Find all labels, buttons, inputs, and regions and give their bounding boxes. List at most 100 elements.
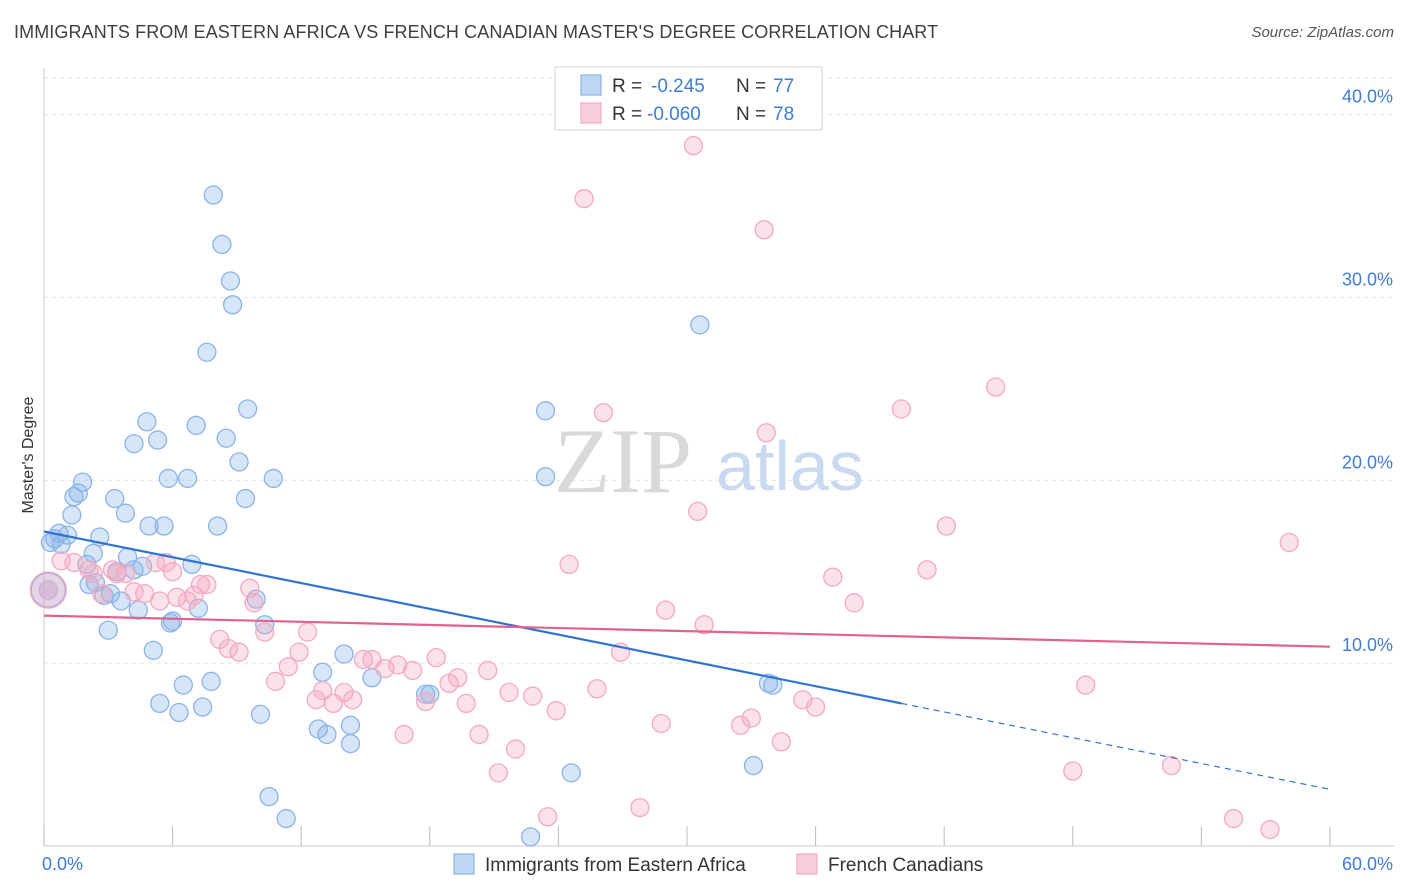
point-eastern-africa bbox=[68, 483, 88, 503]
x-tick-label: 0.0% bbox=[42, 854, 83, 874]
point-french-canadians bbox=[478, 660, 498, 681]
bottom-legend-label-eastern-africa: Immigrants from Eastern Africa bbox=[485, 855, 746, 876]
y-tick-label: 20.0% bbox=[1342, 452, 1393, 472]
point-eastern-africa bbox=[312, 662, 333, 682]
point-eastern-africa bbox=[535, 466, 556, 487]
point-eastern-africa bbox=[173, 675, 193, 695]
point-eastern-africa bbox=[62, 505, 82, 525]
point-eastern-africa bbox=[83, 543, 103, 564]
legend-n-label-2: N = bbox=[736, 104, 766, 125]
point-eastern-africa bbox=[334, 644, 354, 664]
trend-line-eastern-africa bbox=[43, 530, 902, 705]
chart-title: IMMIGRANTS FROM EASTERN AFRICA VS FRENCH… bbox=[14, 22, 939, 42]
legend-n-value-2: 78 bbox=[773, 104, 794, 125]
point-french-canadians bbox=[229, 642, 249, 662]
legend-r-label-2: R = bbox=[612, 104, 642, 125]
point-eastern-africa bbox=[177, 468, 198, 489]
point-eastern-africa bbox=[415, 684, 436, 704]
point-eastern-africa bbox=[105, 488, 125, 509]
point-french-canadians bbox=[985, 377, 1006, 397]
point-french-canadians bbox=[587, 679, 607, 699]
point-eastern-africa bbox=[259, 786, 279, 807]
point-french-canadians bbox=[469, 724, 489, 745]
y-tick-label: 40.0% bbox=[1342, 87, 1393, 107]
point-french-canadians bbox=[651, 713, 671, 734]
point-french-canadians bbox=[505, 739, 526, 759]
point-eastern-africa bbox=[115, 503, 136, 523]
point-eastern-africa bbox=[128, 600, 148, 620]
watermark: ZIP atlas bbox=[554, 410, 864, 512]
point-french-canadians-large bbox=[29, 571, 67, 609]
point-eastern-africa bbox=[317, 724, 337, 745]
point-french-canadians bbox=[1076, 675, 1096, 695]
watermark-atlas: atlas bbox=[716, 427, 864, 505]
point-eastern-africa bbox=[186, 415, 206, 436]
point-eastern-africa bbox=[216, 428, 236, 448]
point-french-canadians bbox=[771, 732, 791, 752]
point-eastern-africa bbox=[237, 399, 258, 419]
point-eastern-africa bbox=[143, 640, 163, 660]
point-french-canadians bbox=[499, 682, 519, 703]
point-french-canadians bbox=[917, 560, 937, 580]
bottom-legend-label-french-canadians: French Canadians bbox=[828, 855, 983, 876]
legend-swatch-eastern-africa bbox=[580, 74, 602, 96]
point-eastern-africa bbox=[220, 271, 241, 291]
point-french-canadians bbox=[448, 668, 468, 688]
point-eastern-africa bbox=[690, 315, 710, 335]
point-french-canadians bbox=[289, 642, 309, 662]
point-eastern-africa bbox=[222, 295, 243, 315]
point-eastern-africa bbox=[229, 452, 249, 472]
legend-r-label-1: R = bbox=[612, 76, 642, 97]
legend-r-value-1: -0.245 bbox=[651, 76, 705, 97]
point-eastern-africa bbox=[207, 516, 228, 536]
point-french-canadians bbox=[546, 701, 566, 721]
point-french-canadians bbox=[167, 587, 187, 607]
point-eastern-africa bbox=[182, 554, 202, 575]
point-eastern-africa bbox=[340, 733, 361, 754]
point-french-canadians bbox=[1260, 819, 1280, 840]
legend-r-value-2: -0.060 bbox=[647, 104, 701, 125]
point-french-canadians bbox=[255, 622, 275, 642]
point-eastern-africa bbox=[158, 468, 178, 489]
point-eastern-africa bbox=[250, 704, 271, 724]
point-french-canadians bbox=[538, 807, 558, 827]
point-french-canadians bbox=[312, 680, 333, 701]
point-french-canadians bbox=[805, 697, 826, 717]
y-axis-label: Master's Degree bbox=[20, 396, 37, 513]
point-french-canadians bbox=[1063, 761, 1083, 781]
data-points bbox=[29, 136, 1299, 847]
point-french-canadians bbox=[688, 501, 708, 522]
watermark-zip: ZIP bbox=[554, 410, 692, 512]
point-eastern-africa bbox=[72, 472, 93, 492]
point-french-canadians bbox=[823, 567, 843, 587]
point-eastern-africa bbox=[169, 702, 189, 723]
point-eastern-africa bbox=[201, 671, 221, 692]
point-eastern-africa bbox=[535, 401, 556, 421]
point-french-canadians bbox=[574, 189, 594, 209]
axes bbox=[43, 68, 1394, 847]
point-french-canadians bbox=[456, 693, 476, 714]
point-french-canadians bbox=[278, 657, 298, 677]
point-french-canadians bbox=[297, 622, 318, 642]
x-tick-label: 60.0% bbox=[1342, 854, 1393, 874]
point-french-canadians bbox=[1161, 755, 1182, 776]
point-french-canadians bbox=[387, 655, 408, 675]
point-french-canadians bbox=[1279, 532, 1299, 553]
legend-swatch-french-canadians bbox=[580, 102, 602, 124]
point-french-canadians bbox=[593, 402, 614, 423]
point-eastern-africa bbox=[276, 808, 296, 829]
point-eastern-africa bbox=[139, 516, 159, 536]
point-eastern-africa bbox=[197, 342, 217, 362]
point-french-canadians bbox=[415, 691, 436, 712]
trend-line-eastern-africa-extension bbox=[901, 702, 1331, 790]
chart-source: Source: ZipAtlas.com bbox=[1251, 24, 1394, 41]
point-french-canadians bbox=[426, 648, 446, 668]
point-eastern-africa bbox=[763, 675, 783, 695]
point-eastern-africa bbox=[520, 827, 541, 847]
trend-lines bbox=[43, 530, 1331, 790]
series-legend: Immigrants from Eastern Africa French Ca… bbox=[453, 853, 983, 876]
point-french-canadians bbox=[218, 638, 238, 659]
point-french-canadians bbox=[265, 671, 286, 692]
point-french-canadians bbox=[162, 562, 183, 582]
